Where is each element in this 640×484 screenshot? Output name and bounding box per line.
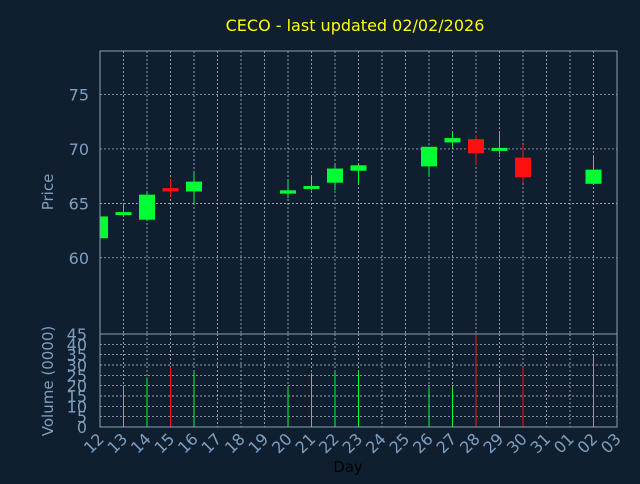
volume-tick-label: 40 [67,335,87,354]
price-tick-label: 75 [69,86,89,105]
price-axis-label: Price [39,174,57,211]
price-tick-label: 65 [69,194,89,213]
volume-tick-label: 45 [67,325,87,344]
candle-body [515,157,531,178]
candle-body [303,185,320,189]
volume-bars [123,334,594,427]
volume-tick-label: 30 [67,356,87,375]
candle-body [186,181,202,192]
candle-body [585,169,602,184]
candle-body [350,165,367,171]
candle-body [468,139,484,154]
volume-panel-frame [99,333,618,428]
volume-tick-label: 35 [67,346,87,365]
x-tick-labels: 1213141516171819202122232425262728293031… [80,429,625,457]
price-tick-labels: 60 65 70 75 [69,86,89,268]
price-tick-label: 70 [69,140,89,159]
volume-tick-label: 0 [77,418,87,437]
x-tick-label: 03 [597,429,625,457]
candles [99,131,602,239]
candle-body [100,216,108,239]
x-axis-label: Day [333,458,363,476]
candle-body [139,194,155,220]
price-grid [100,51,617,334]
candle-body [491,147,508,151]
candle-body [327,168,343,183]
chart-title: CECO - last updated 02/02/2026 [226,16,485,35]
volume-tick-label: 5 [77,408,87,427]
volume-tick-label: 10 [67,397,87,416]
price-tick-label: 60 [69,249,89,268]
volume-axis-label: Volume (0000) [39,326,57,436]
volume-tick-label: 20 [67,377,87,396]
candle-body [280,190,296,194]
volume-tick-label: 25 [67,366,87,385]
candle-body [421,146,437,167]
candle-body [444,138,461,143]
volume-tick-label: 15 [67,387,87,406]
candle-body [162,188,179,192]
candle-body [115,212,132,216]
